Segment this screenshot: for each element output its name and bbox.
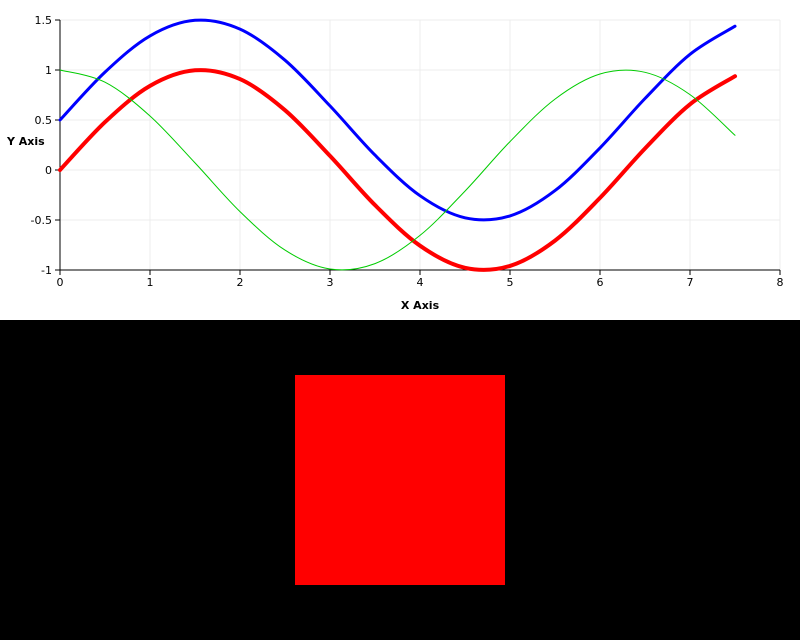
y-tick-label: -1 xyxy=(41,264,52,277)
render-view xyxy=(0,320,800,640)
y-tick-label: -0.5 xyxy=(31,214,52,227)
x-tick-label: 2 xyxy=(237,276,244,289)
series-blue-line xyxy=(58,18,737,222)
line-chart-panel: 0 1 2 3 4 5 6 7 8 -1 -0.5 0 0.5 1 1.5 X Axis Y Axis xyxy=(6,14,784,312)
y-tick-label: 1 xyxy=(45,64,52,77)
x-tick-label: 5 xyxy=(507,276,514,289)
chart-series xyxy=(58,18,737,272)
x-tick-label: 4 xyxy=(417,276,424,289)
y-tick-label: 0 xyxy=(45,164,52,177)
x-axis-title: X Axis xyxy=(401,299,440,312)
x-tick-label: 8 xyxy=(777,276,784,289)
x-tick-label: 1 xyxy=(147,276,154,289)
series-red-line xyxy=(58,68,737,272)
series-green-line xyxy=(59,69,736,271)
x-tick-label: 0 xyxy=(57,276,64,289)
line-chart: 0 1 2 3 4 5 6 7 8 -1 -0.5 0 0.5 1 1.5 X Axis Y Axis xyxy=(6,14,784,312)
chart-tick-labels: 0 1 2 3 4 5 6 7 8 -1 -0.5 0 0.5 1 1.5 xyxy=(31,14,784,289)
chart-grid xyxy=(59,19,781,271)
x-tick-label: 7 xyxy=(687,276,694,289)
y-axis-title: Y Axis xyxy=(6,135,45,148)
x-tick-label: 3 xyxy=(327,276,334,289)
red-square-shape xyxy=(295,375,505,585)
y-tick-label: 1.5 xyxy=(35,14,53,27)
y-tick-label: 0.5 xyxy=(35,114,53,127)
x-tick-label: 6 xyxy=(597,276,604,289)
chart-axes xyxy=(55,19,781,275)
